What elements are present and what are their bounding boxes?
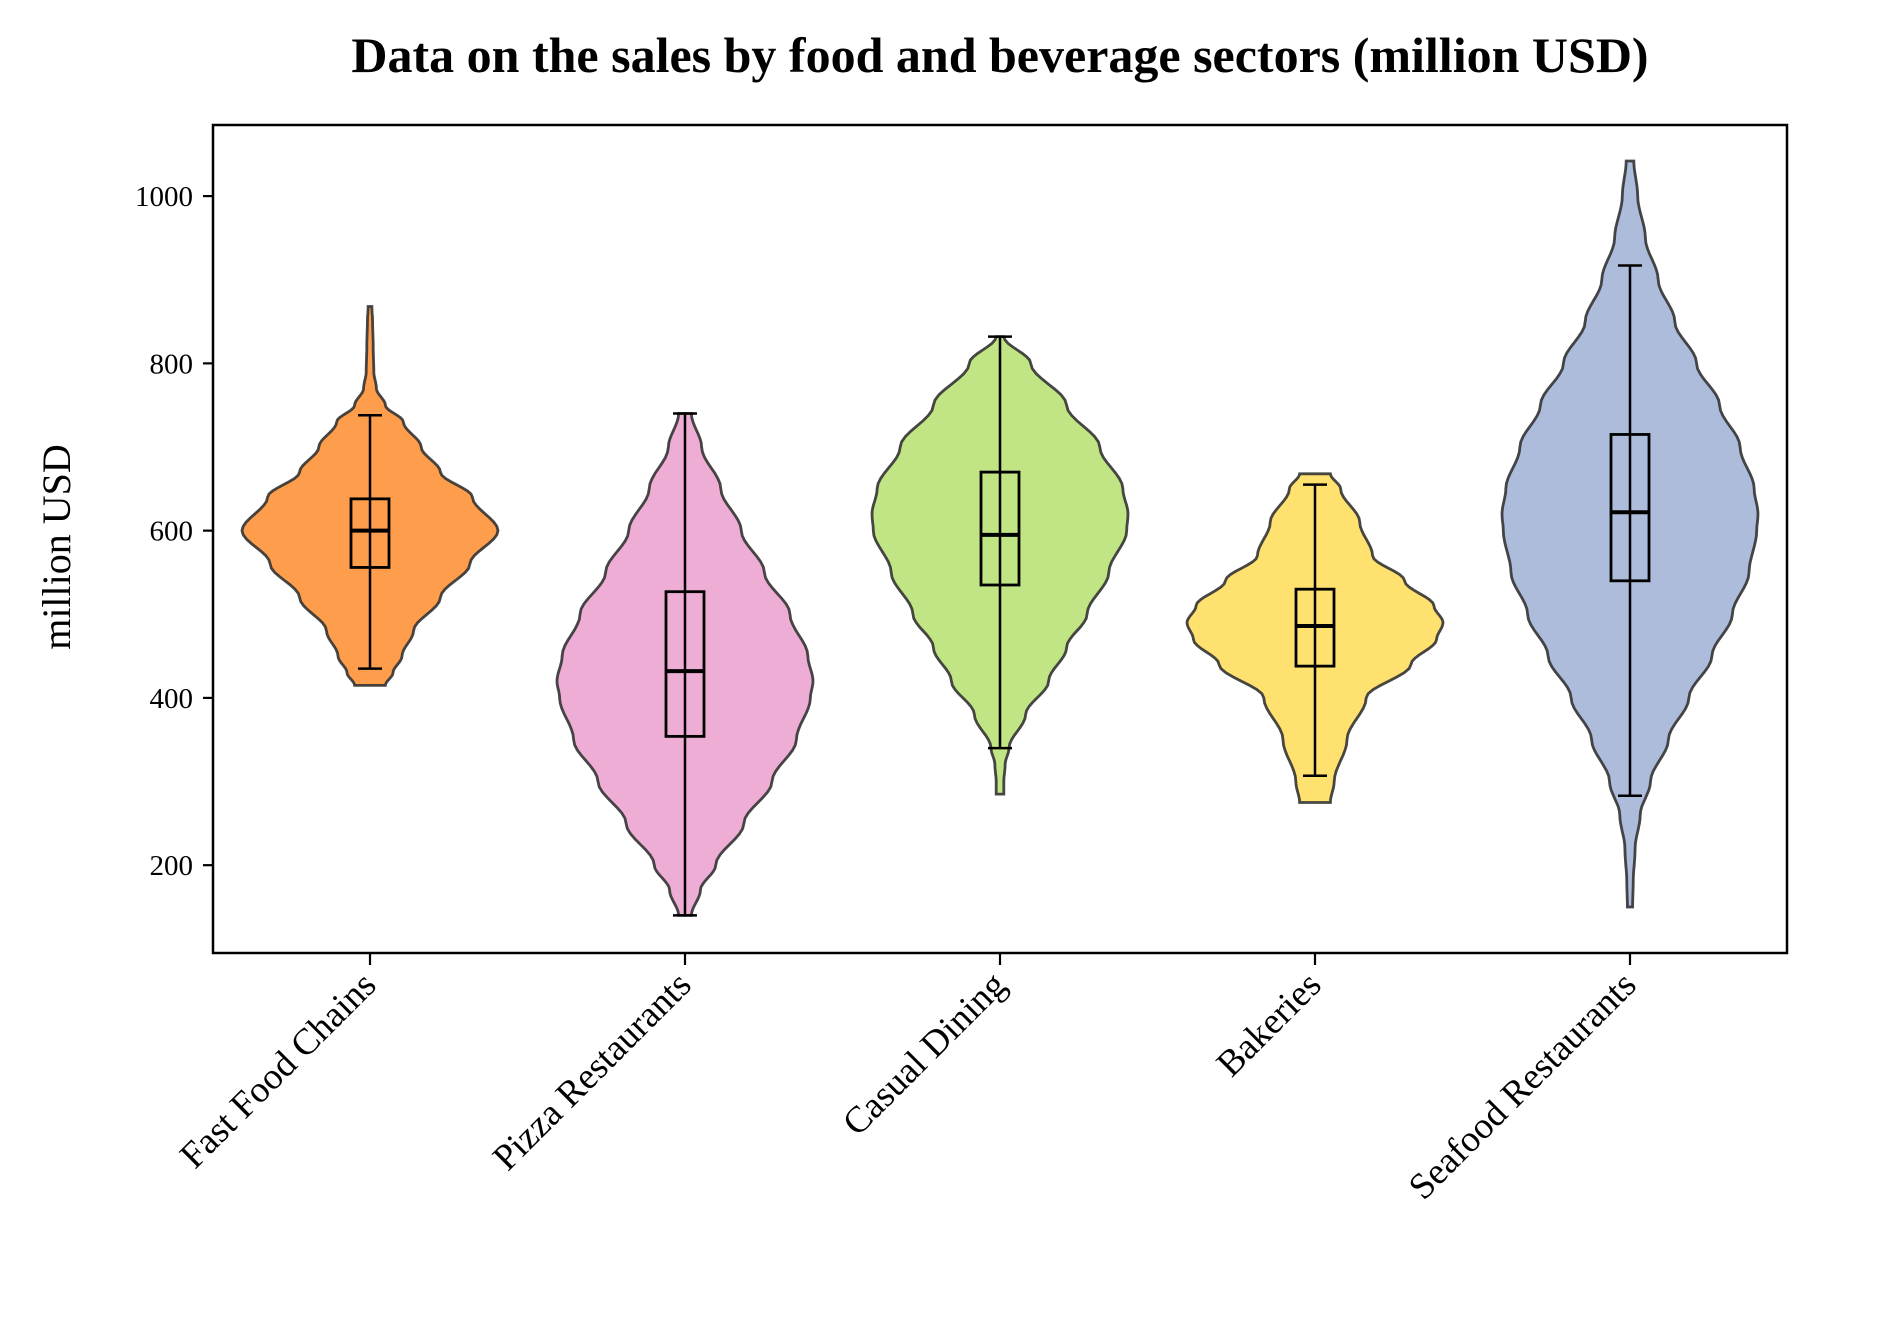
x-tick-label: Fast Food Chains xyxy=(172,964,384,1176)
chart-title: Data on the sales by food and beverage s… xyxy=(351,27,1648,83)
y-tick-label: 400 xyxy=(150,683,194,715)
iqr-box xyxy=(979,470,1021,587)
plot-area xyxy=(240,159,1760,917)
y-tick-label: 800 xyxy=(150,348,194,380)
x-tick-label: Bakeries xyxy=(1209,964,1330,1085)
y-tick-label: 200 xyxy=(150,850,194,882)
iqr-box xyxy=(1609,433,1651,583)
iqr-box xyxy=(664,590,706,738)
x-tick-label: Seafood Restaurants xyxy=(1401,964,1644,1207)
y-axis-label: million USD xyxy=(34,444,79,650)
iqr-box xyxy=(349,497,391,569)
x-tick-label: Casual Dining xyxy=(835,964,1014,1143)
y-tick-label: 1000 xyxy=(135,181,193,213)
y-tick-label: 600 xyxy=(150,516,194,548)
axes: 200 400 600 800 1000 Fast Food Chains Pizza Re… xyxy=(135,181,1644,1208)
x-tick-label: Pizza Restaurants xyxy=(485,964,699,1178)
